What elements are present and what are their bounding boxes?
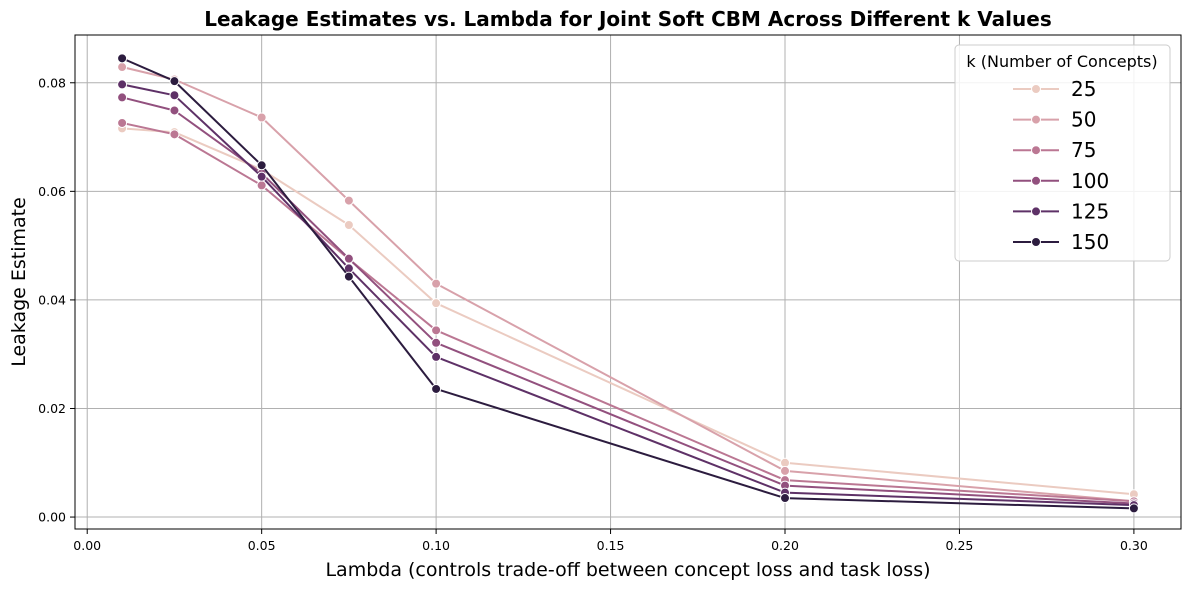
data-point bbox=[117, 53, 128, 64]
data-point bbox=[431, 278, 442, 289]
y-tick-label: 0.00 bbox=[38, 510, 66, 525]
legend-item-25: 25 bbox=[1013, 77, 1096, 101]
chart-title: Leakage Estimates vs. Lambda for Joint S… bbox=[204, 7, 1051, 31]
x-axis-label: Lambda (controls trade-off between conce… bbox=[325, 559, 930, 581]
data-point bbox=[343, 271, 354, 282]
x-tick-label: 0.20 bbox=[771, 538, 799, 553]
data-point bbox=[256, 171, 267, 182]
legend-item-75: 75 bbox=[1013, 138, 1096, 162]
legend-marker bbox=[1031, 145, 1041, 156]
legend-items: 25 50 75 100 125 150 bbox=[1013, 77, 1109, 254]
data-point bbox=[256, 112, 267, 123]
legend-marker bbox=[1031, 206, 1041, 217]
legend-marker bbox=[1031, 175, 1041, 186]
x-tick-label: 0.25 bbox=[946, 538, 974, 553]
legend-marker bbox=[1031, 114, 1041, 125]
data-point bbox=[431, 325, 442, 336]
data-point bbox=[780, 465, 791, 476]
data-point bbox=[343, 220, 354, 230]
data-point bbox=[256, 180, 267, 191]
x-tick-label: 0.10 bbox=[422, 538, 450, 553]
data-point bbox=[169, 129, 180, 140]
data-point bbox=[117, 62, 128, 73]
legend-label: 150 bbox=[1071, 230, 1109, 254]
legend-label: 100 bbox=[1071, 169, 1109, 193]
data-point bbox=[256, 160, 267, 171]
data-point bbox=[117, 79, 128, 90]
legend-label: 25 bbox=[1071, 77, 1096, 101]
y-tick-label: 0.06 bbox=[38, 184, 66, 199]
plot-frame bbox=[74, 34, 1182, 530]
legend-item-125: 125 bbox=[1013, 199, 1109, 223]
data-point bbox=[431, 383, 442, 394]
data-point bbox=[431, 298, 442, 309]
data-point bbox=[1128, 503, 1139, 514]
data-point bbox=[431, 351, 442, 362]
legend: k (Number of Concepts) 25 50 75 100 125 150 bbox=[954, 44, 1171, 262]
data-point bbox=[169, 90, 180, 101]
legend-box bbox=[954, 44, 1171, 262]
data-point bbox=[169, 76, 180, 87]
data-point bbox=[343, 253, 354, 264]
data-point bbox=[780, 493, 791, 504]
x-tick-label: 0.05 bbox=[248, 538, 276, 553]
data-point bbox=[431, 337, 442, 348]
y-axis-label: Leakage Estimate bbox=[8, 197, 30, 367]
legend-label: 50 bbox=[1071, 108, 1096, 132]
x-tick-label: 0.30 bbox=[1120, 538, 1148, 553]
tick-layer: 0.00 0.05 0.10 0.15 0.20 0.25 0.30 0.00 0.02 0.04… bbox=[38, 75, 1148, 553]
series-layer bbox=[117, 53, 1139, 514]
legend-marker bbox=[1031, 84, 1041, 94]
series-150 bbox=[117, 53, 1139, 514]
data-point bbox=[343, 195, 354, 206]
legend-title: k (Number of Concepts) bbox=[966, 52, 1157, 71]
y-tick-label: 0.02 bbox=[38, 401, 66, 416]
y-tick-label: 0.08 bbox=[38, 75, 66, 90]
legend-marker bbox=[1031, 237, 1041, 247]
data-point bbox=[117, 92, 128, 103]
legend-item-50: 50 bbox=[1013, 108, 1096, 132]
data-point bbox=[117, 117, 128, 128]
legend-label: 125 bbox=[1071, 199, 1109, 223]
y-tick-label: 0.04 bbox=[38, 292, 66, 307]
data-point bbox=[169, 105, 180, 116]
legend-item-100: 100 bbox=[1013, 169, 1109, 193]
legend-label: 75 bbox=[1071, 138, 1096, 162]
legend-item-150: 150 bbox=[1013, 230, 1109, 254]
x-tick-label: 0.15 bbox=[597, 538, 625, 553]
x-tick-label: 0.00 bbox=[73, 538, 101, 553]
